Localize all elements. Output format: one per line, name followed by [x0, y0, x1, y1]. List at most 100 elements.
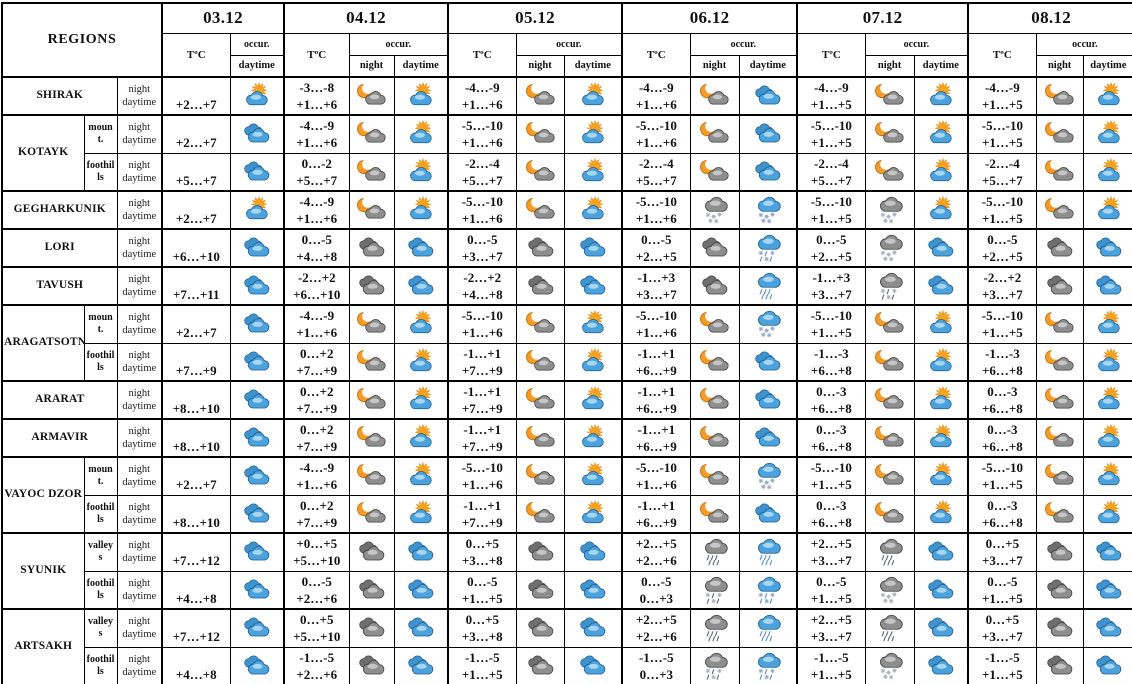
daytime-temp: +1…+5 [981, 590, 1023, 606]
daytime-temp: +1…+6 [461, 97, 503, 112]
day-icon-cell [1082, 228, 1132, 268]
moon-cloud-icon [873, 348, 906, 371]
night-temp: -4…-9 [638, 80, 674, 95]
temp-cell: -2…-4 +5…+7 [621, 152, 691, 192]
night-temp: 0…-5 [987, 573, 1018, 589]
temp-cell: -1…+1 +7…+9 [447, 494, 517, 534]
night-label: night [128, 312, 151, 324]
night-icon-cell [348, 494, 395, 534]
daytime-label: daytime [122, 553, 157, 565]
night-icon-cell [348, 532, 395, 572]
day-icon-cell [393, 76, 449, 116]
night-icon-cell [515, 228, 565, 268]
night-icon-cell [348, 266, 395, 306]
sun-cloud-icon [576, 158, 609, 181]
night-temp-empty [164, 269, 229, 286]
night-temp-empty [164, 535, 229, 552]
night-icon-cell [689, 190, 740, 230]
temp-cell: +7…+12 [161, 608, 231, 648]
night-temp: -5…-10 [635, 460, 677, 476]
night-icon-cell [864, 532, 915, 572]
sun-cloud-icon [1092, 158, 1125, 181]
day-icon-cell [913, 532, 969, 572]
table-row: LORI night daytime +6…+10 0…-5 +4…+8 0…-5 +3…+7… [1, 228, 1132, 268]
daytime-temp: +2…+5 [810, 249, 852, 264]
night-icon-cell [1035, 114, 1084, 154]
day-icon-cell [563, 190, 623, 230]
day-icon-cell [393, 570, 449, 610]
day-icon-cell [393, 266, 449, 306]
moon-cloud-icon [873, 158, 906, 181]
dark-cloud-icon [355, 655, 388, 675]
temp-cell: +4…+8 [161, 646, 231, 684]
night-icon-cell [689, 380, 740, 420]
daytime-temp: 0…+3 [639, 666, 674, 682]
moon-cloud-icon [698, 386, 731, 409]
night-label: night [128, 349, 151, 361]
night-icon-cell [1035, 342, 1084, 382]
night-icon-cell [348, 608, 395, 648]
sun-cloud-icon [404, 424, 437, 448]
temp-cell: 0…-5 +1…+5 [447, 570, 517, 610]
daytime-temp: +1…+5 [461, 666, 503, 682]
dark-cloud-icon [1043, 579, 1076, 599]
night-temp: -5…-10 [810, 194, 852, 209]
daytime-label: daytime [122, 514, 157, 526]
night-header: night [864, 54, 915, 78]
dark-cloud-icon [355, 275, 388, 295]
temp-cell: +8…+10 [161, 418, 231, 458]
cloud-icon [1092, 541, 1125, 561]
day-icon-cell [393, 456, 449, 496]
night-icon-cell [1035, 266, 1084, 306]
sun-cloud-icon [576, 310, 609, 334]
temp-cell: 0…+2 +7…+9 [283, 494, 350, 534]
daytime-temp: +1…+6 [635, 325, 677, 341]
night-temp: 0…-3 [816, 497, 847, 513]
night-temp: 0…+2 [300, 384, 334, 399]
day-icon-cell [393, 228, 449, 268]
dark-rain-icon [873, 615, 906, 642]
dark-cloud-icon [524, 655, 557, 675]
cloud-icon [924, 579, 957, 599]
night-temp: 0…-3 [816, 422, 847, 437]
moon-cloud-icon [524, 158, 557, 181]
moon-cloud-icon [355, 500, 388, 523]
table-row: ARTSAKH valleys night daytime +7…+12 0…+5 +5…+… [1, 608, 1132, 684]
daytime-temp: +6…+9 [635, 401, 677, 416]
night-icon-cell [864, 76, 915, 116]
temp-cell: -1…+1 +7…+9 [447, 342, 517, 382]
moon-cloud-icon [355, 310, 388, 333]
dark-cloud-icon [1043, 655, 1076, 675]
dark-cloud-icon [355, 617, 388, 637]
night-temp: -5…-10 [461, 308, 503, 324]
moon-cloud-icon [873, 386, 906, 409]
daytime-label: daytime [122, 362, 157, 374]
day-icon-cell [393, 380, 449, 420]
sun-cloud-icon [924, 500, 957, 523]
day-icon-cell [913, 228, 969, 268]
day-icon-cell [229, 228, 285, 268]
cloud-icon [240, 579, 273, 599]
night-icon-cell [1035, 228, 1084, 268]
temp-cell: -5…-10 +1…+6 [447, 190, 517, 230]
moon-cloud-icon [524, 348, 557, 371]
night-icon-cell [864, 228, 915, 268]
moon-cloud-icon [524, 424, 557, 447]
night-temp: +2…+5 [635, 536, 677, 552]
temp-cell: -3…-8 +1…+6 [283, 76, 350, 116]
temp-cell: -2…-4 +5…+7 [796, 152, 866, 192]
daytime-temp: +1…+6 [296, 135, 338, 151]
daytime-temp: +6…+9 [635, 514, 677, 530]
region-name: VAYOC DZOR [1, 456, 85, 534]
day-icon-cell [229, 494, 285, 534]
cloud-icon [924, 541, 957, 561]
daytime-temp: +1…+6 [461, 325, 503, 341]
night-temp: -1…+1 [637, 422, 676, 437]
cloud-icon [751, 427, 784, 447]
region-name: ARAGATSOTN [1, 304, 85, 382]
temp-cell: +7…+12 [161, 532, 231, 572]
daytime-temp: +6…+8 [981, 362, 1023, 378]
temp-cell: 0…-5 0…+3 [621, 570, 691, 610]
night-temp: -3…-8 [299, 80, 335, 95]
night-icon-cell [689, 342, 740, 382]
